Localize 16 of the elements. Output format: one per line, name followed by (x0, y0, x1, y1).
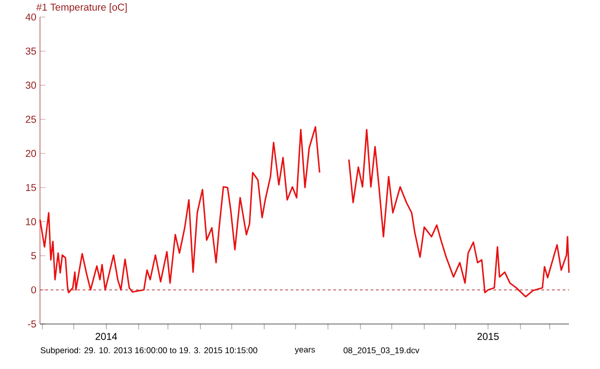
y-tick-label: 15 (26, 184, 36, 192)
y-tick-label: 30 (26, 82, 36, 89)
y-tick-label: 35 (26, 48, 36, 55)
y-tick-label: 20 (26, 150, 36, 157)
x-tick-label: 2015 (477, 332, 499, 340)
y-tick-label: 10 (26, 218, 36, 226)
y-tick-label: 0 (31, 286, 36, 294)
y-tick-label: 5 (31, 252, 36, 260)
x-axis-title: years (294, 348, 315, 354)
chart-title: #1 Temperature [oC] (36, 3, 127, 13)
y-tick-label: 25 (26, 116, 36, 123)
x-tick-label: 2014 (96, 332, 118, 340)
y-tick-label: 40 (26, 13, 36, 21)
text: Subperiod: 29. 10. 2013 16:00:00 to 19. 3. 2015 10:15:00 (40, 347, 258, 355)
y-tick-label: -5 (28, 320, 36, 328)
text: 08_2015_03_19.dcv (344, 347, 420, 355)
